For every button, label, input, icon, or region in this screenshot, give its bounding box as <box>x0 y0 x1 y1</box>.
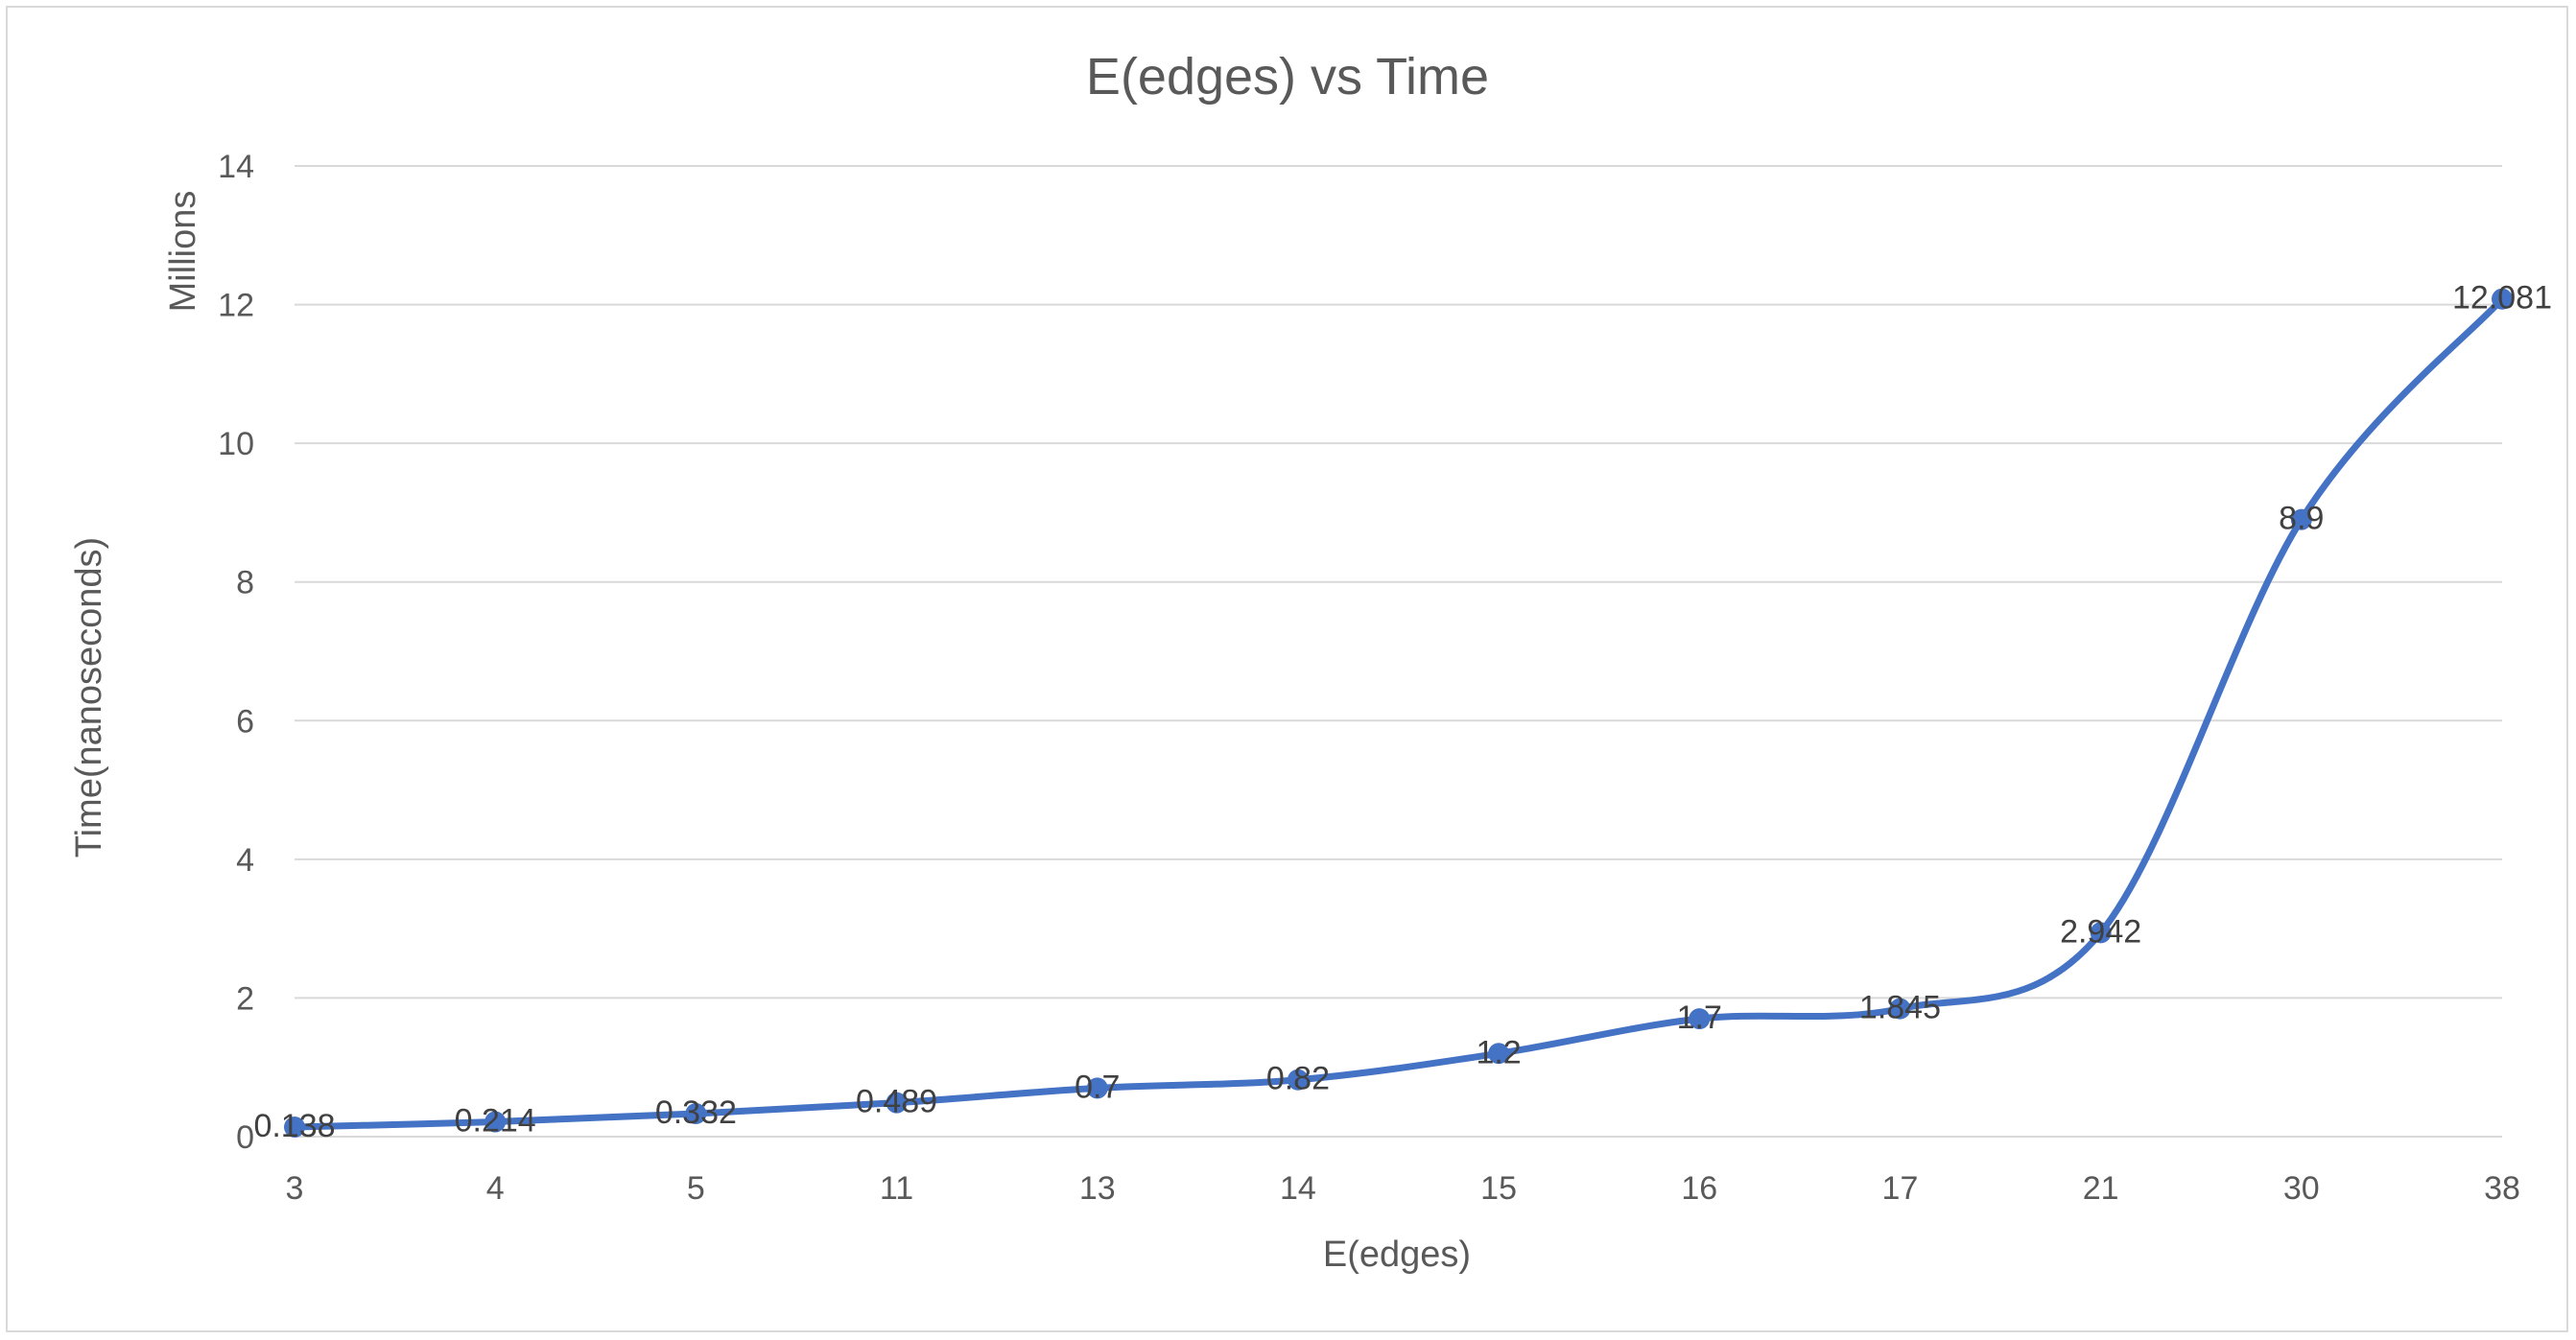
data-point <box>484 1111 507 1133</box>
data-label: 0.82 <box>1266 1061 1330 1097</box>
y-tick-label: 8 <box>236 565 254 601</box>
x-tick-label: 17 <box>1882 1170 1919 1207</box>
series-layer <box>284 288 2513 1139</box>
x-tick-label: 13 <box>1079 1170 1116 1207</box>
x-tick-label: 30 <box>2283 1170 2320 1207</box>
data-point <box>1488 1043 1510 1065</box>
series-line <box>291 295 2506 1131</box>
data-point <box>685 1103 707 1125</box>
y-tick-label: 10 <box>218 426 254 462</box>
data-point <box>2492 288 2513 310</box>
data-point <box>2290 508 2312 530</box>
data-label: 0.332 <box>655 1094 737 1131</box>
x-tick-label: 38 <box>2484 1170 2520 1207</box>
data-label: 0.138 <box>253 1108 335 1144</box>
x-tick-label: 14 <box>1280 1170 1316 1207</box>
data-label: 0.7 <box>1075 1069 1120 1105</box>
x-axis-ticks: 3 4 5 11 13 14 15 16 17 21 30 38 <box>286 1170 2520 1207</box>
data-point <box>1287 1069 1309 1091</box>
y-tick-label: 0 <box>236 1119 254 1156</box>
data-point <box>1689 1008 1711 1030</box>
y-unit-label: Millions <box>163 191 203 313</box>
data-point <box>1086 1077 1108 1099</box>
x-tick-label: 11 <box>880 1170 913 1207</box>
data-label: 8.9 <box>2279 501 2324 537</box>
data-point <box>284 1117 305 1139</box>
y-tick-label: 12 <box>218 288 254 324</box>
data-label: 1.7 <box>1677 999 1722 1036</box>
gridlines <box>295 165 2502 1138</box>
data-label: 2.942 <box>2060 913 2141 950</box>
chart-area <box>6 6 2568 1332</box>
x-axis-title: E(edges) <box>1323 1234 1471 1275</box>
x-tick-label: 4 <box>486 1170 505 1207</box>
data-label: 1.845 <box>1859 990 1941 1026</box>
x-tick-label: 16 <box>1681 1170 1717 1207</box>
y-axis-ticks: 0 2 4 6 8 10 12 14 <box>218 149 254 1156</box>
data-label: 0.489 <box>856 1084 937 1120</box>
x-tick-label: 15 <box>1480 1170 1517 1207</box>
data-label: 0.214 <box>455 1103 536 1140</box>
data-label: 12.081 <box>2452 280 2552 317</box>
x-tick-label: 5 <box>687 1170 705 1207</box>
chart-title: E(edges) vs Time <box>1086 48 1489 106</box>
y-tick-label: 4 <box>236 842 254 879</box>
data-point <box>1889 998 1911 1020</box>
y-tick-label: 2 <box>236 980 254 1017</box>
data-labels: 0.138 0.214 0.332 0.489 0.7 0.82 1.2 1.7 1.845 2.… <box>253 280 2552 1144</box>
data-label: 1.2 <box>1476 1034 1521 1070</box>
y-tick-label: 6 <box>236 703 254 740</box>
data-point <box>886 1092 908 1114</box>
y-axis-title: Time(nanoseconds) <box>69 537 109 858</box>
y-tick-label: 14 <box>218 149 254 185</box>
data-point <box>2090 922 2112 944</box>
x-tick-label: 21 <box>2083 1170 2119 1207</box>
x-tick-label: 3 <box>286 1170 304 1207</box>
